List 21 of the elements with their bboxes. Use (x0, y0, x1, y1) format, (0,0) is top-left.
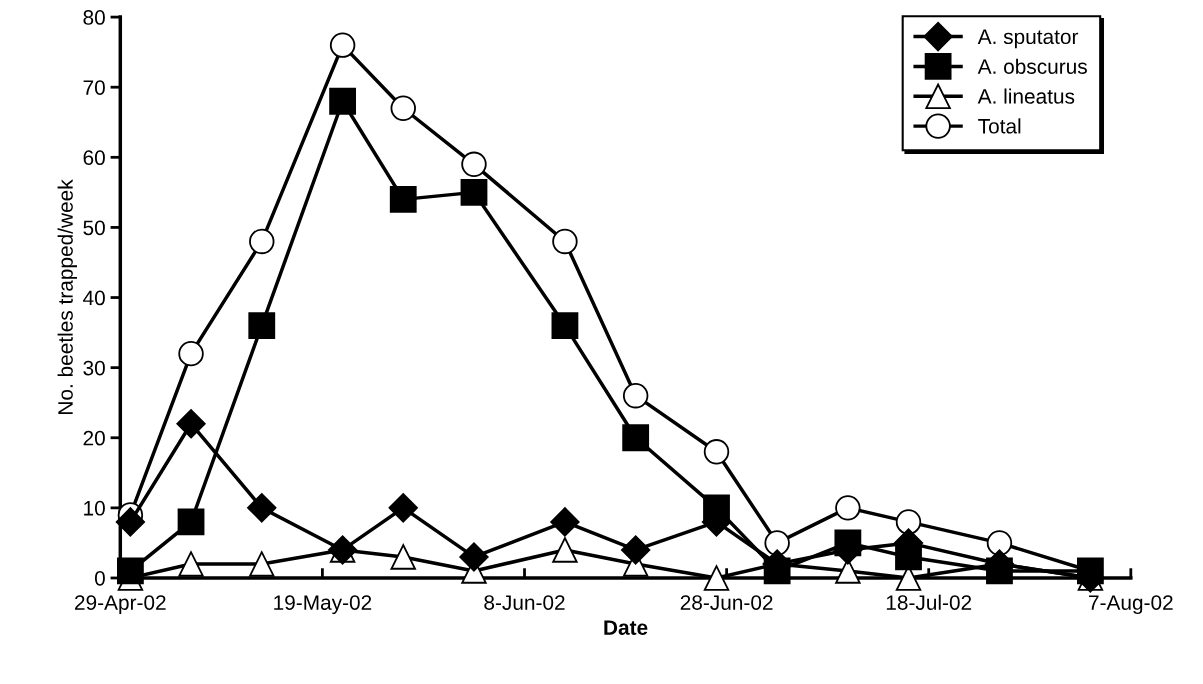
x-tick-label: 28-Jun-02 (680, 595, 773, 610)
legend-label: A. lineatus (977, 88, 1075, 104)
y-tick-label: 10 (84, 500, 105, 516)
y-tick-label: 70 (83, 80, 105, 95)
x-tick-label: 29-Apr-02 (75, 595, 166, 615)
y-tick-label: 20 (83, 430, 105, 446)
y-tick-label: 60 (83, 150, 105, 166)
legend-label: A. obscurus (977, 58, 1087, 74)
x-tick-label: 7-Aug-02 (1089, 595, 1173, 615)
y-tick-label: 40 (83, 290, 105, 306)
legend-label: A. sputator (977, 29, 1079, 49)
y-tick-label: 30 (83, 360, 105, 376)
x-tick-label: 18-Jul-02 (886, 594, 972, 610)
y-tick-label: 50 (83, 220, 105, 236)
x-tick-label: 19-May-02 (274, 595, 372, 615)
y-axis-title: No. beetles trapped/week (57, 179, 77, 414)
x-axis-title: Date (604, 620, 648, 635)
y-tick-label: 80 (83, 10, 105, 25)
x-tick-label: 8-Jun-02 (484, 595, 565, 610)
y-tick-label: 0 (94, 570, 105, 586)
legend-label: Total (978, 118, 1021, 134)
